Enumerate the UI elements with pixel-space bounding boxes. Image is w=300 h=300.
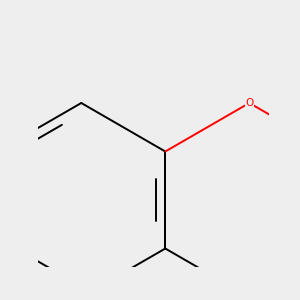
- Text: O: O: [245, 98, 254, 108]
